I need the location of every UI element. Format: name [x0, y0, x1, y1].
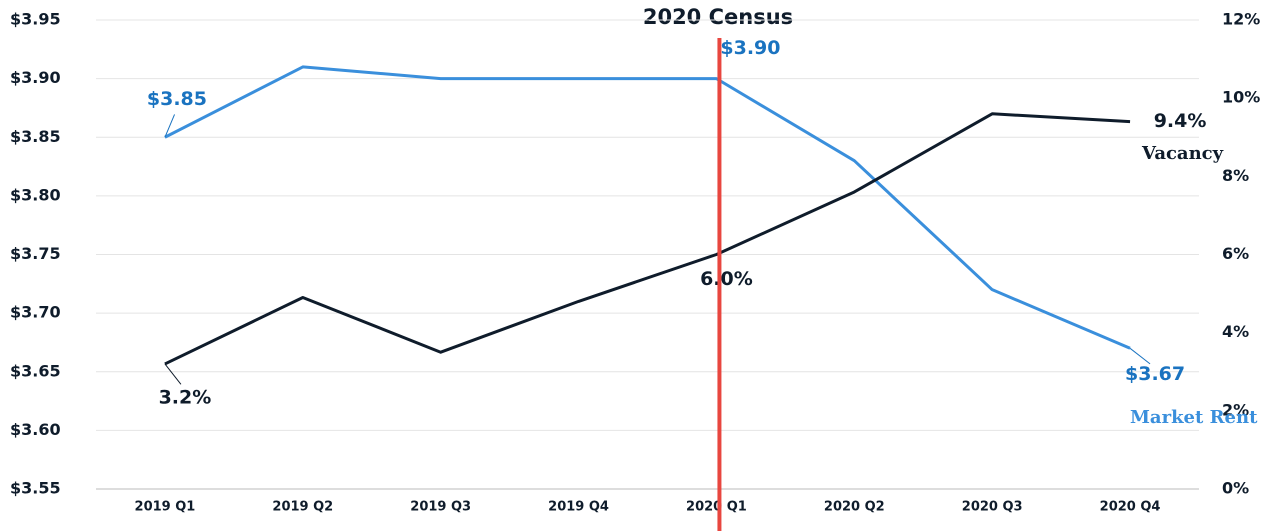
series-label: Vacancy [1141, 143, 1224, 164]
y2-tick-label: 0% [1222, 479, 1249, 498]
y-tick-label: $3.55 [10, 479, 61, 498]
y-tick-label: $3.65 [10, 361, 61, 380]
y-tick-label: $3.90 [10, 68, 61, 87]
x-tick-label: 2019 Q1 [135, 500, 196, 515]
y-tick-label: $3.95 [10, 10, 61, 29]
leader-line [164, 114, 175, 138]
y2-tick-label: 10% [1222, 88, 1260, 107]
x-tick-label: 2019 Q2 [272, 500, 333, 515]
data-label: $3.67 [1125, 363, 1185, 385]
y2-tick-label: 2% [1222, 400, 1249, 419]
leader-line [164, 363, 182, 385]
line [164, 65, 1131, 350]
data-label: $3.90 [720, 37, 780, 59]
x-tick-label: 2019 Q4 [548, 500, 609, 515]
data-label: 3.2% [159, 386, 212, 408]
x-tick-label: 2020 Q4 [1100, 500, 1161, 515]
y2-tick-label: 12% [1222, 10, 1260, 29]
data-label: $3.85 [147, 88, 207, 110]
x-tick-label: 2020 Q1 [686, 500, 747, 515]
x-tick-label: 2019 Q3 [410, 500, 471, 515]
x-tick-label: 2020 Q3 [962, 500, 1023, 515]
y-tick-label: $3.70 [10, 303, 61, 322]
y-tick-label: $3.80 [10, 185, 61, 204]
y-tick-label: $3.60 [10, 420, 61, 439]
data-label: 9.4% [1154, 110, 1207, 132]
annotation-title: 2020 Census [643, 5, 793, 29]
y-tick-label: $3.75 [10, 244, 61, 263]
y-tick-label: $3.85 [10, 127, 61, 146]
line [164, 112, 1131, 366]
leader-line [1129, 347, 1151, 365]
data-label: 6.0% [700, 268, 753, 290]
y2-tick-label: 8% [1222, 166, 1249, 185]
y2-tick-label: 4% [1222, 322, 1249, 341]
series-label: Market Rent [1130, 407, 1258, 428]
x-tick-label: 2020 Q2 [824, 500, 885, 515]
y2-tick-label: 6% [1222, 244, 1249, 263]
